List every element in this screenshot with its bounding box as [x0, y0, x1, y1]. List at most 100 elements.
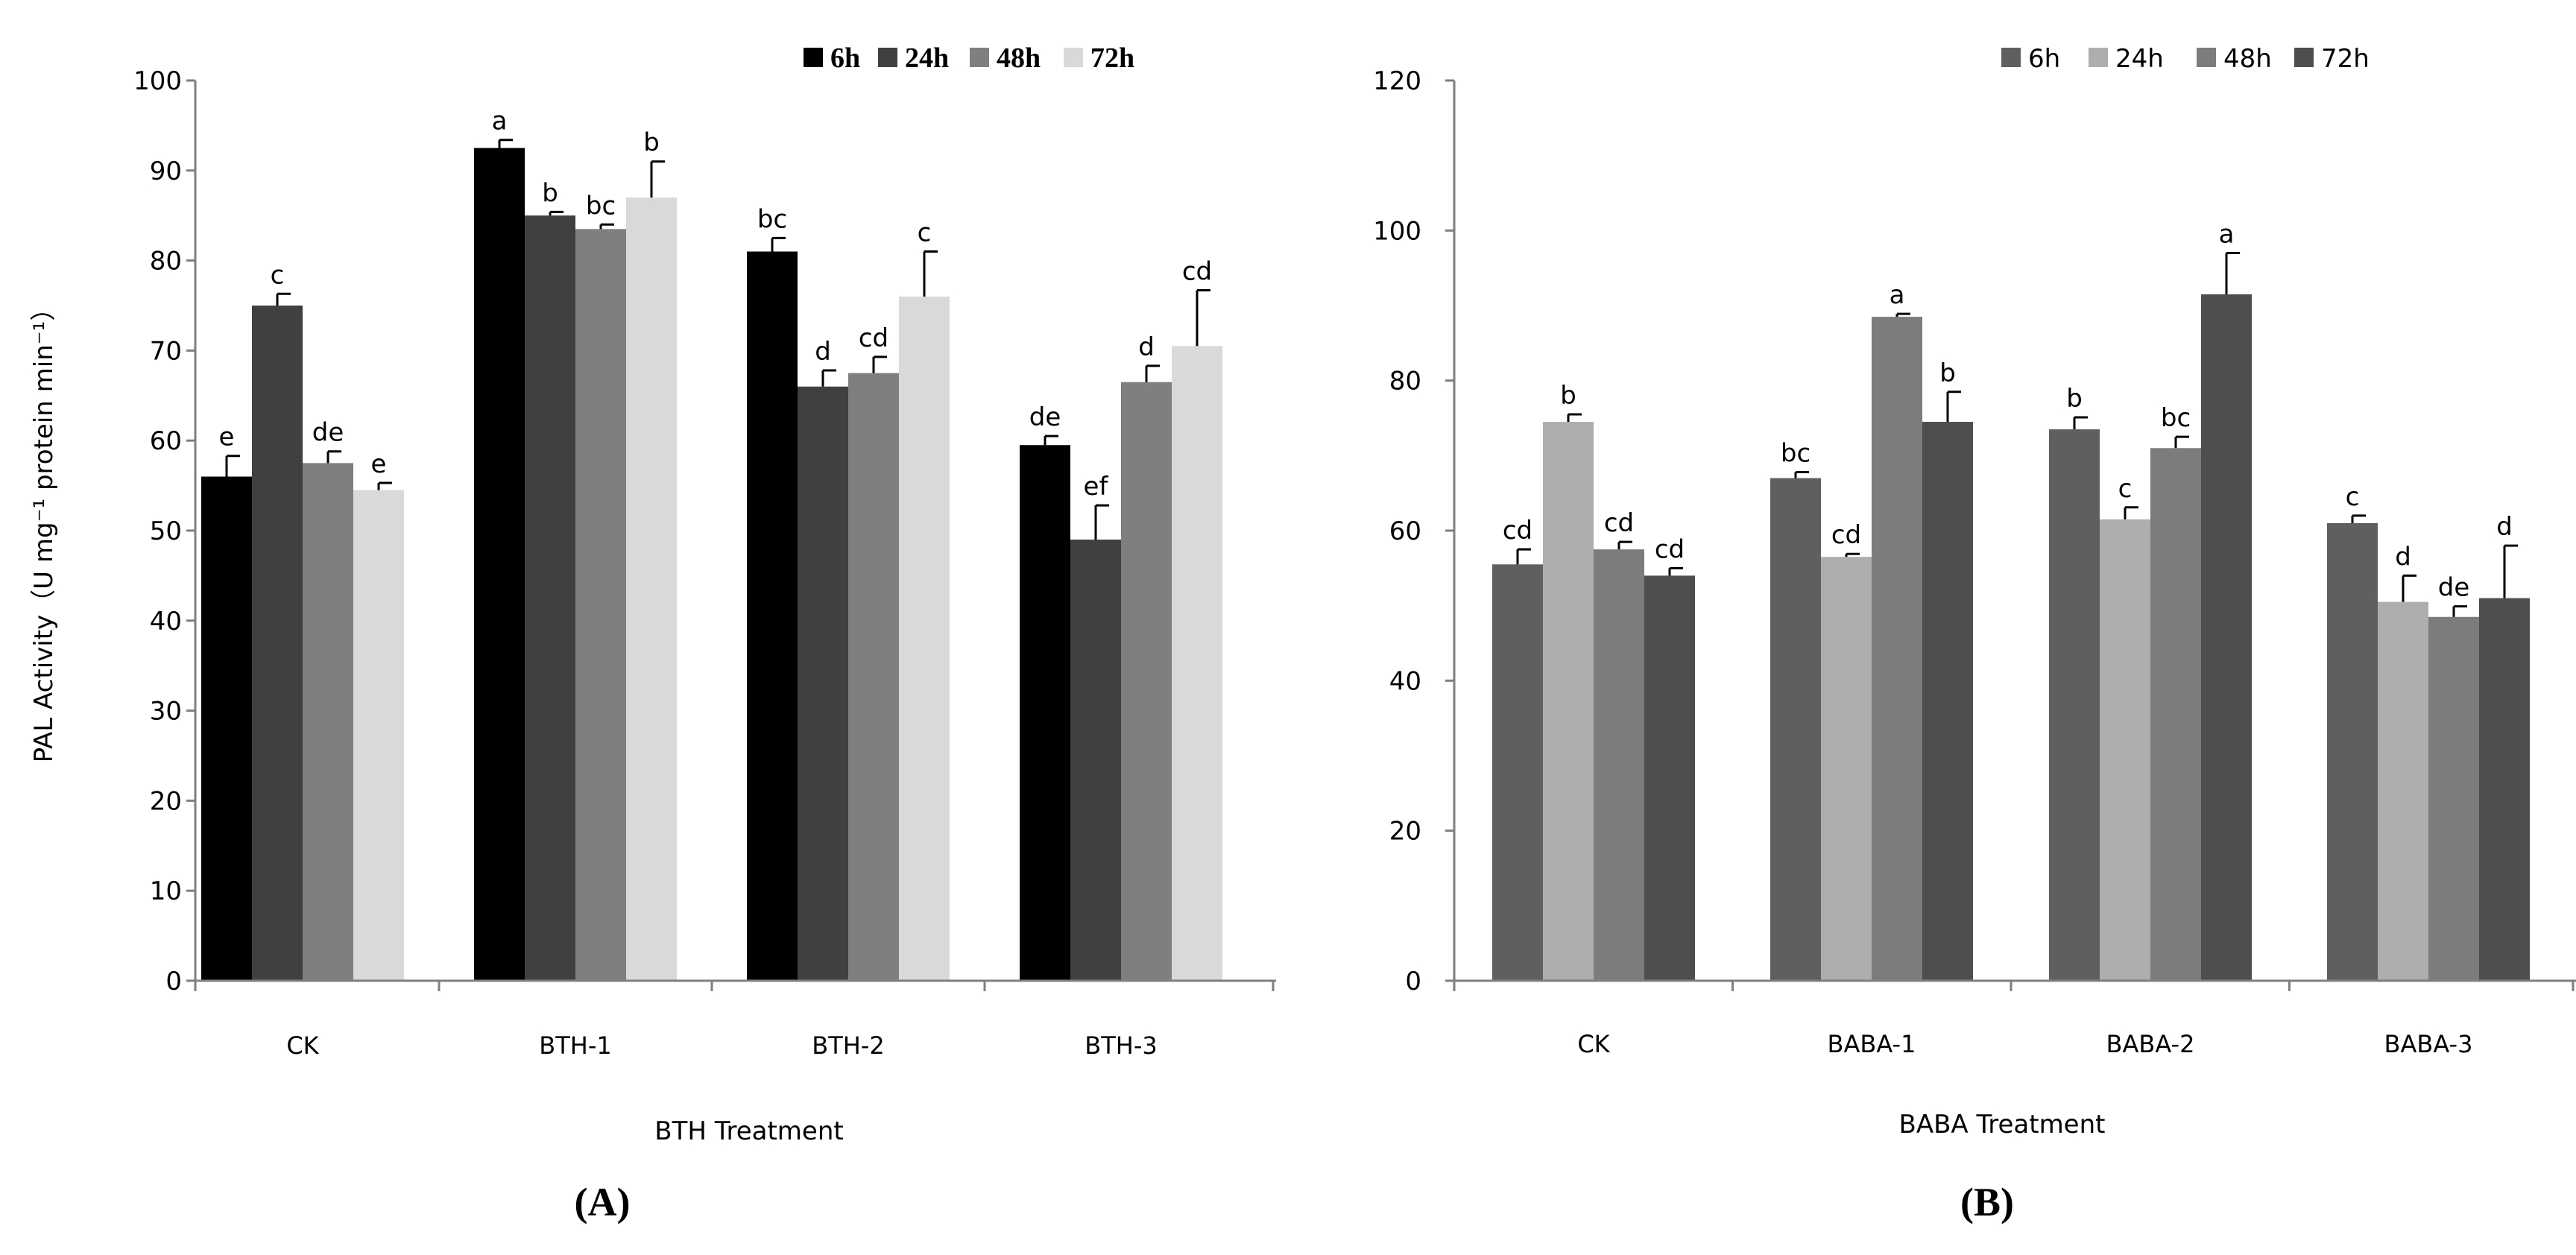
chart-a-category-label: BTH-1 [539, 1031, 611, 1060]
chart-b-significance-letter: b [1560, 381, 1576, 411]
chart-a-y-tick-label: 0 [165, 967, 182, 996]
chart-a-bar-72h [626, 197, 677, 981]
chart-a-x-axis-label: BTH Treatment [654, 1116, 843, 1146]
chart-b-significance-letter: cd [1831, 520, 1861, 550]
chart-b-y-tick-label: 0 [1405, 967, 1421, 996]
chart-a-axes [186, 79, 1276, 991]
chart-a-significance-letter: bc [757, 204, 787, 234]
chart-b-bar-48h [1594, 549, 1644, 981]
chart-b-bars [1492, 294, 2530, 981]
chart-a-legend-swatch-72h [1064, 48, 1083, 67]
chart-b-y-tick-label: 80 [1389, 367, 1421, 396]
chart-a-panel-label: (A) [575, 1180, 631, 1224]
chart-b-significance-letter: b [1939, 358, 1956, 388]
chart-b-x-axis-label: BABA Treatment [1899, 1110, 2106, 1139]
chart-a-y-tick-label: 30 [150, 697, 182, 727]
chart-b-bar-6h [2327, 522, 2378, 981]
chart-b-category-label: BABA-2 [2106, 1030, 2195, 1058]
chart-b-bar-48h [1872, 317, 1922, 981]
chart-a-category-label: CK [286, 1031, 319, 1060]
chart-a-y-tick-label: 90 [150, 157, 182, 186]
chart-a-tick-labels: 0 10 20 30 40 50 60 70 80 90 100 CK BTH-1 BTH-2 BTH-3 [133, 66, 1158, 1060]
chart-b-significance-letter: cd [1604, 508, 1634, 538]
chart-b-significance-letter: cd [1655, 534, 1685, 564]
chart-a-legend-swatch-6h [804, 48, 823, 67]
chart-b-significance-letter: d [2395, 542, 2411, 572]
chart-a-y-tick-label: 20 [150, 786, 182, 816]
chart-a-legend-label-48h: 48h [997, 42, 1041, 74]
chart-b-bar-6h [1492, 564, 1543, 981]
chart-a-y-tick-label: 70 [150, 336, 182, 366]
chart-a-legend-swatch-48h [970, 48, 989, 67]
chart-b-bar-72h [1922, 422, 1973, 981]
chart-a-y-tick-label: 60 [150, 426, 182, 456]
chart-b-panel-label: (B) [1960, 1180, 2014, 1224]
chart-a-bar-48h [575, 229, 626, 981]
chart-a-bar-48h [1121, 382, 1172, 981]
chart-a-significance-letter: ef [1084, 472, 1109, 502]
chart-a-y-axis-label: PAL Activity（U mg⁻¹ protein min⁻¹） [29, 296, 59, 763]
chart-a-legend-label-72h: 72h [1090, 42, 1134, 74]
chart-b-significance-letter: bc [2161, 403, 2191, 433]
chart-a-y-tick-label: 100 [133, 66, 182, 96]
chart-a-category-label: BTH-3 [1085, 1031, 1157, 1060]
chart-b-bar-72h [2479, 598, 2530, 981]
chart-a-significance-letter: e [371, 449, 387, 479]
chart-b-legend-label-72h: 72h [2321, 44, 2370, 74]
chart-a-bar-24h [252, 306, 303, 981]
chart-a-significance-letter: a [492, 107, 508, 136]
chart-b-category-label: CK [1577, 1030, 1610, 1058]
chart-b-tick-labels: 0 20 40 60 80 100 120 CK BABA-1 BABA-2 BABA-3 [1373, 66, 2472, 1058]
chart-a-bar-72h [353, 490, 404, 981]
chart-b-bar-24h [1543, 422, 1594, 981]
chart-a-bar-48h [848, 373, 899, 981]
chart-b-legend-label-24h: 24h [2115, 44, 2164, 74]
chart-b-bar-48h [2150, 448, 2201, 981]
chart-a-bar-24h [1070, 540, 1121, 981]
chart-a-legend-label-6h: 6h [830, 42, 860, 74]
chart-b-bar-72h [1644, 575, 1695, 981]
chart-a-legend-label-24h: 24h [905, 42, 949, 74]
chart-a-bar-24h [525, 215, 575, 981]
chart-b-legend-swatch-48h [2197, 48, 2216, 67]
chart-b-significance-letter: c [2346, 482, 2360, 512]
chart-a-y-tick-label: 50 [150, 516, 182, 546]
chart-b-bar-72h [2201, 294, 2252, 981]
chart-a-significance-letter: de [1029, 402, 1061, 432]
chart-b-legend-swatch-24h [2089, 48, 2108, 67]
chart-a-y-tick-label: 40 [150, 607, 182, 636]
chart-a-bar-6h [1020, 445, 1070, 981]
chart-a-significance-letter: b [643, 128, 660, 158]
chart-a-bar-6h [474, 148, 525, 981]
chart-b-legend: 6h 24h 48h 72h [2001, 44, 2370, 74]
chart-a-significance-letter: d [1138, 332, 1155, 362]
chart-a-bar-24h [798, 386, 848, 981]
chart-b-y-tick-label: 60 [1389, 516, 1421, 546]
chart-b-bar-48h [2428, 616, 2479, 981]
chart-b-y-tick-label: 120 [1373, 66, 1421, 96]
chart-b-significance-letter: cd [1503, 516, 1532, 546]
chart-b-significance-letter: bc [1781, 438, 1811, 468]
chart-b-legend-label-48h: 48h [2223, 44, 2272, 74]
chart-a-category-label: BTH-2 [812, 1031, 884, 1060]
chart-b-axes [1445, 79, 2576, 991]
chart-a-bars [201, 148, 1222, 981]
chart-b-significance-letter: a [1890, 280, 1905, 310]
chart-b-category-label: BABA-1 [1828, 1030, 1916, 1058]
chart-a-significance-letter: c [271, 260, 285, 290]
chart-b-bar-24h [2378, 601, 2428, 981]
chart-b-bar-24h [1821, 557, 1872, 981]
chart-b-legend-swatch-6h [2001, 48, 2021, 67]
chart-a-significance-letter: c [918, 218, 932, 248]
chart-b-significance-letter: a [2219, 220, 2235, 250]
chart-a-significance-letter: bc [586, 191, 616, 221]
chart-b-legend-swatch-72h [2294, 48, 2314, 67]
chart-b-bar-6h [2049, 429, 2100, 981]
chart-a-bar-72h [1172, 346, 1222, 981]
chart-a-significance-letter: de [312, 418, 344, 448]
chart-b-significance-letter: de [2438, 573, 2470, 603]
chart-a-bar-6h [747, 251, 798, 981]
chart-a-y-tick-label: 10 [150, 876, 182, 906]
